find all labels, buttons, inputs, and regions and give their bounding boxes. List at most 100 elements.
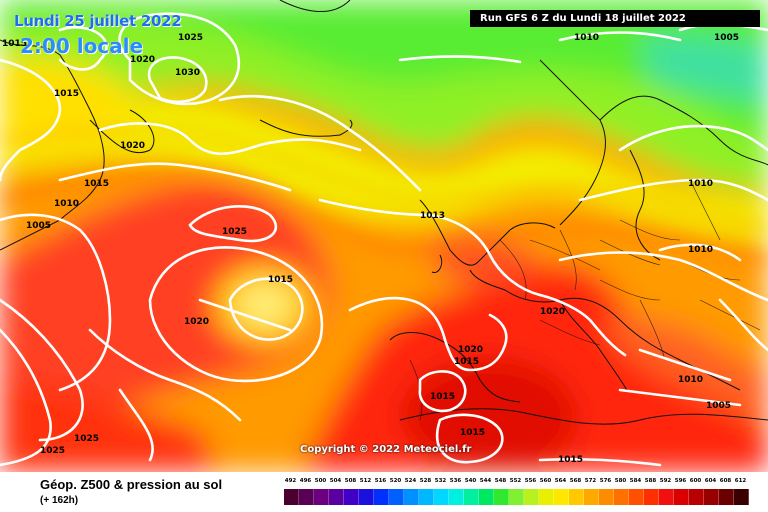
legend-tick-label: 500 xyxy=(314,478,327,484)
legend-tick-label: 592 xyxy=(659,478,672,484)
legend-swatch xyxy=(539,489,554,505)
legend-swatch xyxy=(644,489,659,505)
legend-swatch xyxy=(299,489,314,505)
legend-tick-label: 508 xyxy=(344,478,357,484)
legend-tick-label: 540 xyxy=(464,478,477,484)
pressure-label: 1020 xyxy=(130,55,155,65)
legend-swatch xyxy=(434,489,449,505)
legend-swatch xyxy=(719,489,734,505)
pressure-label: 1025 xyxy=(178,33,203,43)
pressure-label: 1010 xyxy=(688,179,713,189)
legend-tick-label: 520 xyxy=(389,478,402,484)
forecast-offset: (+ 162h) xyxy=(40,495,79,506)
coastlines xyxy=(0,0,768,425)
color-scale-legend xyxy=(284,489,749,505)
legend-swatch xyxy=(404,489,419,505)
pressure-label: 1020 xyxy=(120,141,145,151)
legend-tick-label: 572 xyxy=(584,478,597,484)
pressure-label: 1015 xyxy=(558,455,583,465)
legend-tick-label: 528 xyxy=(419,478,432,484)
legend-tick-label: 608 xyxy=(719,478,732,484)
legend-swatch xyxy=(344,489,359,505)
legend-tick-label: 560 xyxy=(539,478,552,484)
pressure-label: 1015 xyxy=(268,275,293,285)
pressure-label: 1010 xyxy=(574,33,599,43)
pressure-label: 1015 xyxy=(460,428,485,438)
pressure-label: 1010 xyxy=(678,375,703,385)
legend-swatch xyxy=(554,489,569,505)
legend-tick-label: 504 xyxy=(329,478,342,484)
pressure-label: 1015 xyxy=(430,392,455,402)
legend-swatch xyxy=(479,489,494,505)
legend-swatch xyxy=(359,489,374,505)
legend-swatch xyxy=(569,489,584,505)
pressure-label: 1025 xyxy=(74,434,99,444)
pressure-label: 1015 xyxy=(84,179,109,189)
pressure-labels: 1015 1025 1020 1030 1015 1020 1015 1010 … xyxy=(2,33,739,465)
run-banner: Run GFS 6 Z du Lundi 18 juillet 2022 xyxy=(470,10,760,27)
legend-tick-label: 596 xyxy=(674,478,687,484)
legend-tick-label: 568 xyxy=(569,478,582,484)
pressure-label: 1030 xyxy=(175,68,200,78)
legend-swatch xyxy=(374,489,389,505)
pressure-label: 1010 xyxy=(54,199,79,209)
legend-tick-label: 544 xyxy=(479,478,492,484)
legend-tick-label: 492 xyxy=(284,478,297,484)
pressure-label: 1020 xyxy=(540,307,565,317)
legend-tick-labels: 492 496 500 504 508 512 516 520 524 528 532 536 540 5… xyxy=(284,478,752,488)
legend-tick-label: 600 xyxy=(689,478,702,484)
legend-tick-label: 512 xyxy=(359,478,372,484)
legend-swatch xyxy=(494,489,509,505)
pressure-label: 1020 xyxy=(458,345,483,355)
legend-swatch xyxy=(464,489,479,505)
legend-tick-label: 548 xyxy=(494,478,507,484)
legend-swatch xyxy=(659,489,674,505)
legend-tick-label: 576 xyxy=(599,478,612,484)
legend-swatch xyxy=(734,489,749,505)
pressure-label: 1005 xyxy=(26,221,51,231)
legend-swatch xyxy=(704,489,719,505)
pressure-label: 1005 xyxy=(706,401,731,411)
legend-tick-label: 536 xyxy=(449,478,462,484)
legend-tick-label: 532 xyxy=(434,478,447,484)
forecast-date: Lundi 25 juillet 2022 xyxy=(14,12,182,30)
legend-swatch xyxy=(314,489,329,505)
legend-tick-label: 612 xyxy=(734,478,747,484)
legend-tick-label: 564 xyxy=(554,478,567,484)
forecast-time: 2:00 locale xyxy=(20,34,144,58)
legend-tick-label: 588 xyxy=(644,478,657,484)
legend-tick-label: 584 xyxy=(629,478,642,484)
pressure-label: 1020 xyxy=(184,317,209,327)
pressure-label: 1015 xyxy=(54,89,79,99)
geopotential-contours xyxy=(0,125,768,265)
weather-map: 1015 1025 1020 1030 1015 1020 1015 1010 … xyxy=(0,0,768,472)
legend-swatch xyxy=(449,489,464,505)
chart-title: Géop. Z500 & pression au sol xyxy=(40,477,223,492)
legend-swatch xyxy=(284,489,299,505)
legend-swatch xyxy=(584,489,599,505)
legend-swatch xyxy=(524,489,539,505)
pressure-label: 1010 xyxy=(688,245,713,255)
legend-tick-label: 556 xyxy=(524,478,537,484)
pressure-label: 1015 xyxy=(2,39,27,49)
isobars xyxy=(0,12,768,467)
legend-swatch xyxy=(599,489,614,505)
legend-swatch xyxy=(389,489,404,505)
pressure-label: 1013 xyxy=(420,211,445,221)
legend-swatch xyxy=(419,489,434,505)
legend-swatch xyxy=(614,489,629,505)
legend-tick-label: 496 xyxy=(299,478,312,484)
legend-swatch xyxy=(674,489,689,505)
legend-tick-label: 552 xyxy=(509,478,522,484)
legend-swatch xyxy=(689,489,704,505)
pressure-label: 1005 xyxy=(714,33,739,43)
legend-tick-label: 516 xyxy=(374,478,387,484)
legend-swatch xyxy=(509,489,524,505)
legend-swatch xyxy=(629,489,644,505)
copyright-text: Copyright © 2022 Meteociel.fr xyxy=(300,444,472,455)
pressure-label: 1025 xyxy=(40,446,65,456)
pressure-label: 1015 xyxy=(454,357,479,367)
legend-tick-label: 580 xyxy=(614,478,627,484)
pressure-label: 1025 xyxy=(222,227,247,237)
legend-tick-label: 524 xyxy=(404,478,417,484)
